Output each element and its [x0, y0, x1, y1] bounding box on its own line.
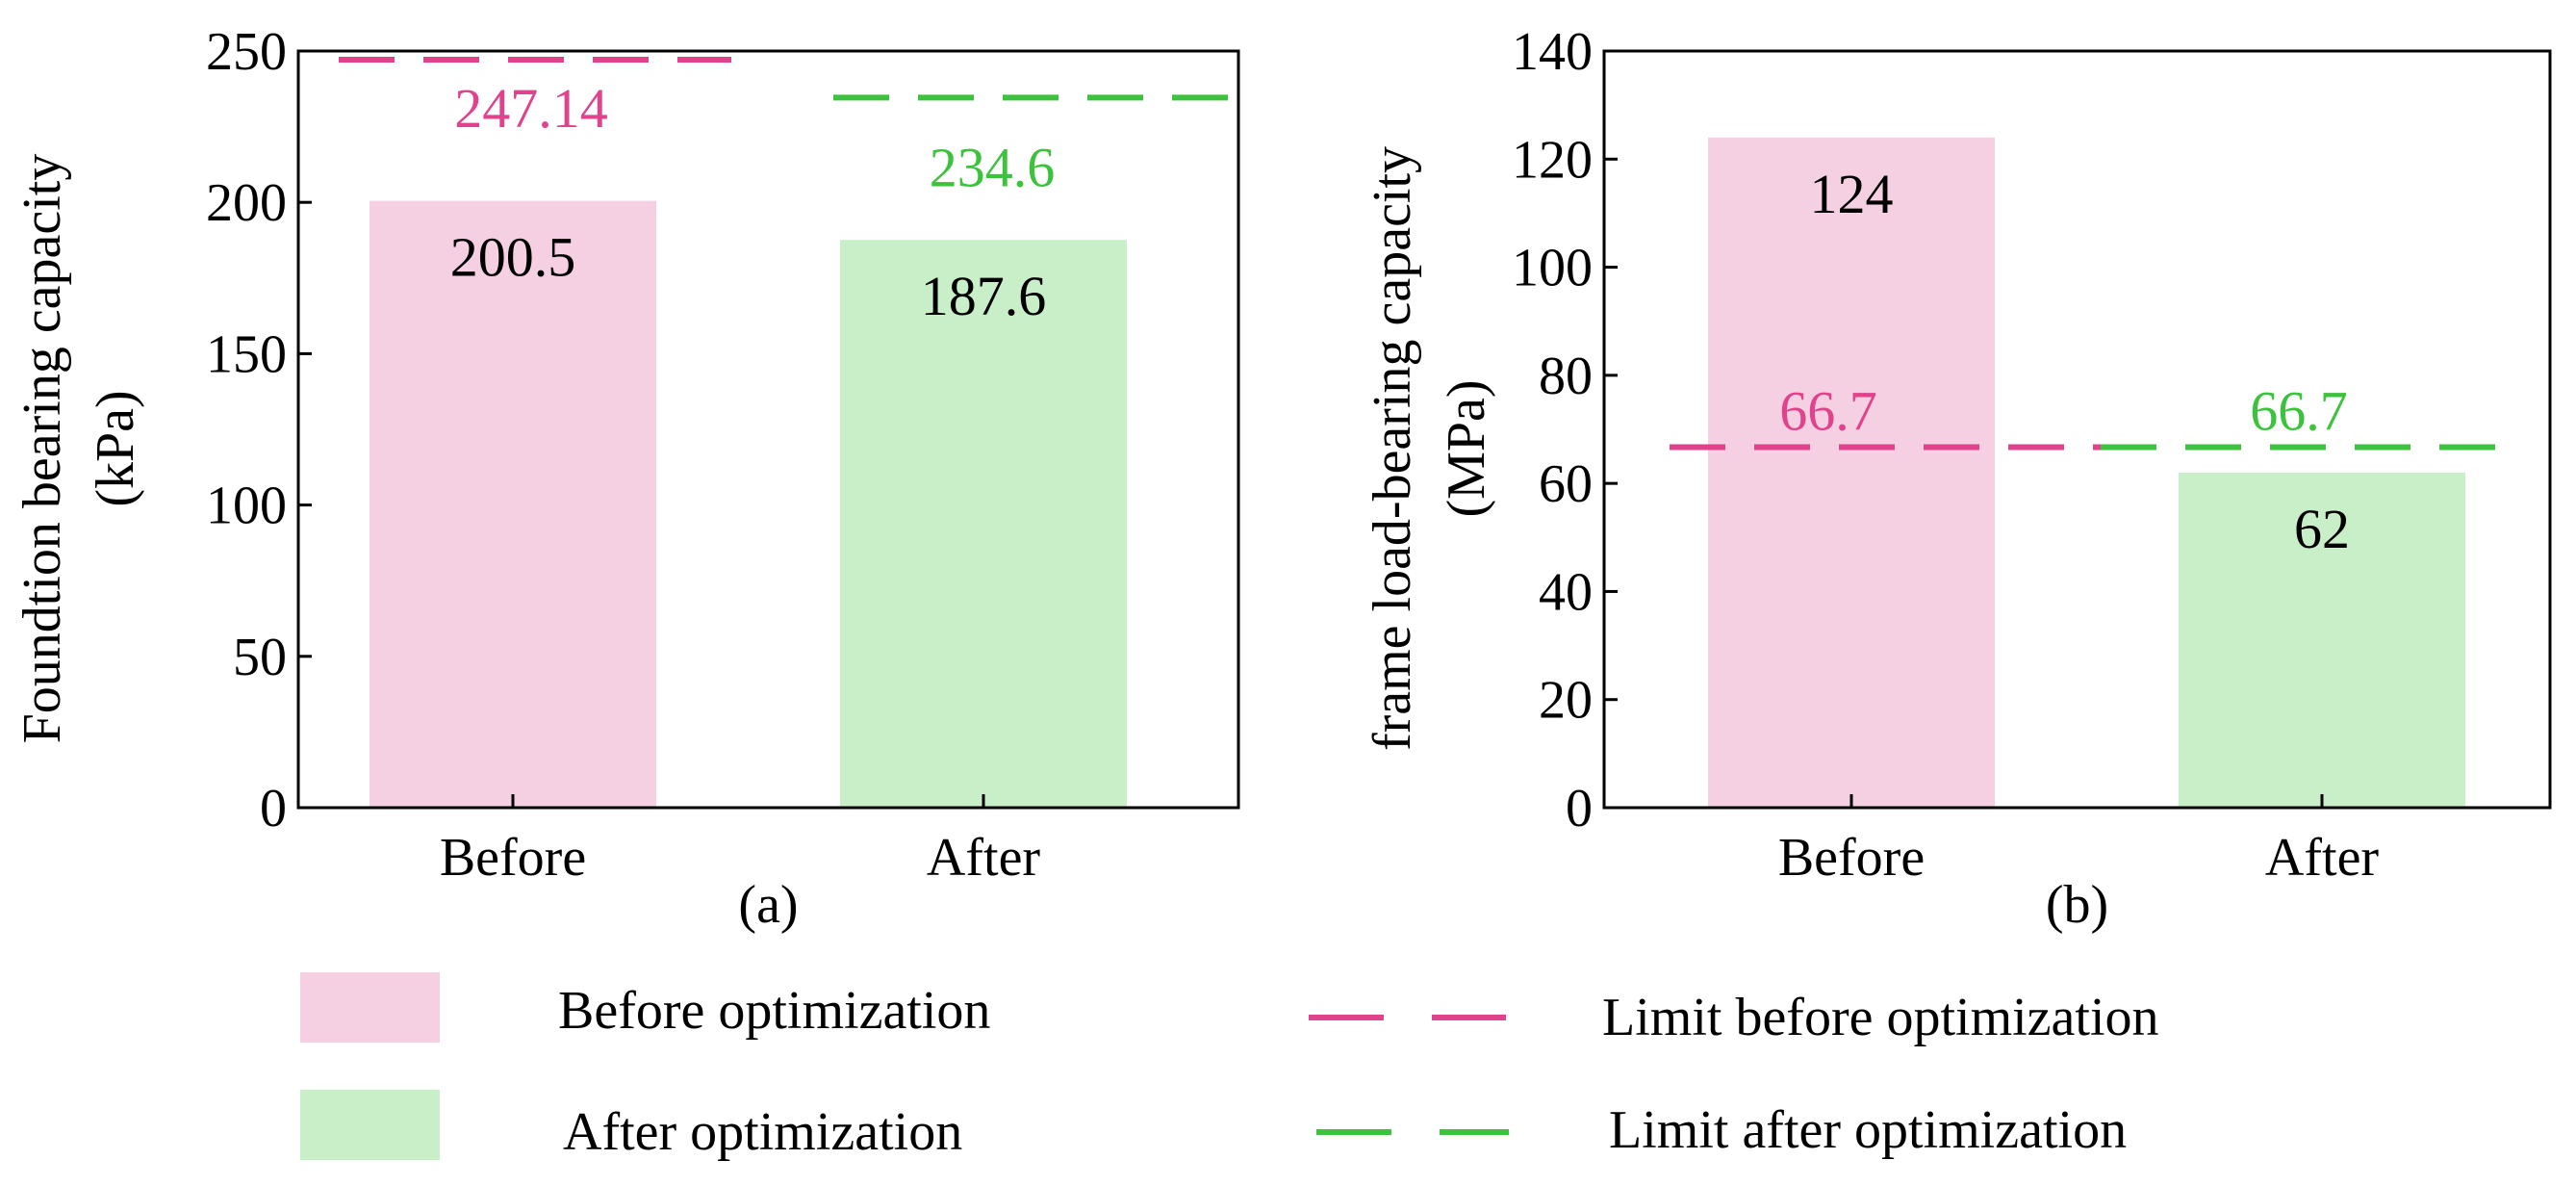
legend-label: Limit after optimization — [1609, 1100, 2127, 1160]
chart-panel-a: 0 50 100 150 200 250 Before After 200.5 187.6 247.… — [13, 22, 1240, 935]
y-tick-label: 120 — [1512, 130, 1593, 190]
y-axis-label: Foundtion bearing capacity — [13, 154, 72, 744]
bar-after — [2179, 472, 2465, 808]
x-tick-label-before: Before — [1778, 828, 1925, 888]
x-tick-label-after: After — [2265, 828, 2380, 888]
x-tick-label-before: Before — [440, 828, 586, 888]
legend-swatch-before — [300, 972, 440, 1043]
y-tick-label: 80 — [1539, 347, 1593, 406]
legend-label: Limit before optimization — [1602, 988, 2159, 1047]
bar-before — [1708, 137, 1995, 809]
y-axis-unit: (kPa) — [86, 390, 145, 506]
y-tick-label: 20 — [1539, 671, 1593, 731]
data-label-bar: 200.5 — [450, 226, 576, 289]
data-label-bar: 62 — [2294, 498, 2350, 560]
bar-after — [840, 240, 1127, 808]
y-tick-label: 50 — [233, 628, 287, 687]
data-label-limit: 234.6 — [930, 136, 1056, 198]
data-label-limit: 66.7 — [2250, 380, 2348, 443]
y-tick-label: 100 — [206, 477, 287, 536]
y-tick-label: 40 — [1539, 562, 1593, 622]
y-tick-label: 0 — [1566, 779, 1593, 838]
y-tick-label: 150 — [206, 324, 287, 384]
legend: Before optimization After optimization Lim… — [300, 972, 2159, 1162]
panel-label: (a) — [738, 875, 798, 935]
data-label-bar: 124 — [1810, 163, 1894, 225]
y-tick-label: 140 — [1512, 22, 1593, 82]
chart-panel-b: 0 20 40 60 80 100 120 140 Before After 124 62 66.7 66… — [1363, 22, 2552, 935]
axes-frame — [296, 49, 1240, 810]
data-label-limit: 66.7 — [1779, 380, 1877, 443]
y-axis-label: frame load-bearing capacity — [1363, 146, 1422, 751]
panel-label: (b) — [2046, 875, 2108, 935]
y-tick-label: 250 — [206, 22, 287, 82]
legend-label: Before optimization — [558, 981, 990, 1041]
y-tick-label: 100 — [1512, 239, 1593, 298]
y-tick-label: 0 — [260, 779, 287, 838]
y-axis-unit: (MPa) — [1437, 379, 1496, 517]
legend-label: After optimization — [563, 1102, 962, 1162]
y-tick-label: 200 — [206, 173, 287, 233]
bar-before — [370, 200, 656, 809]
legend-swatch-after — [300, 1090, 440, 1160]
axes-frame — [1602, 49, 2552, 810]
x-tick-label-after: After — [927, 828, 1041, 888]
y-tick-label: 60 — [1539, 454, 1593, 514]
data-label-bar: 187.6 — [921, 265, 1047, 327]
data-label-limit: 247.14 — [454, 77, 608, 140]
